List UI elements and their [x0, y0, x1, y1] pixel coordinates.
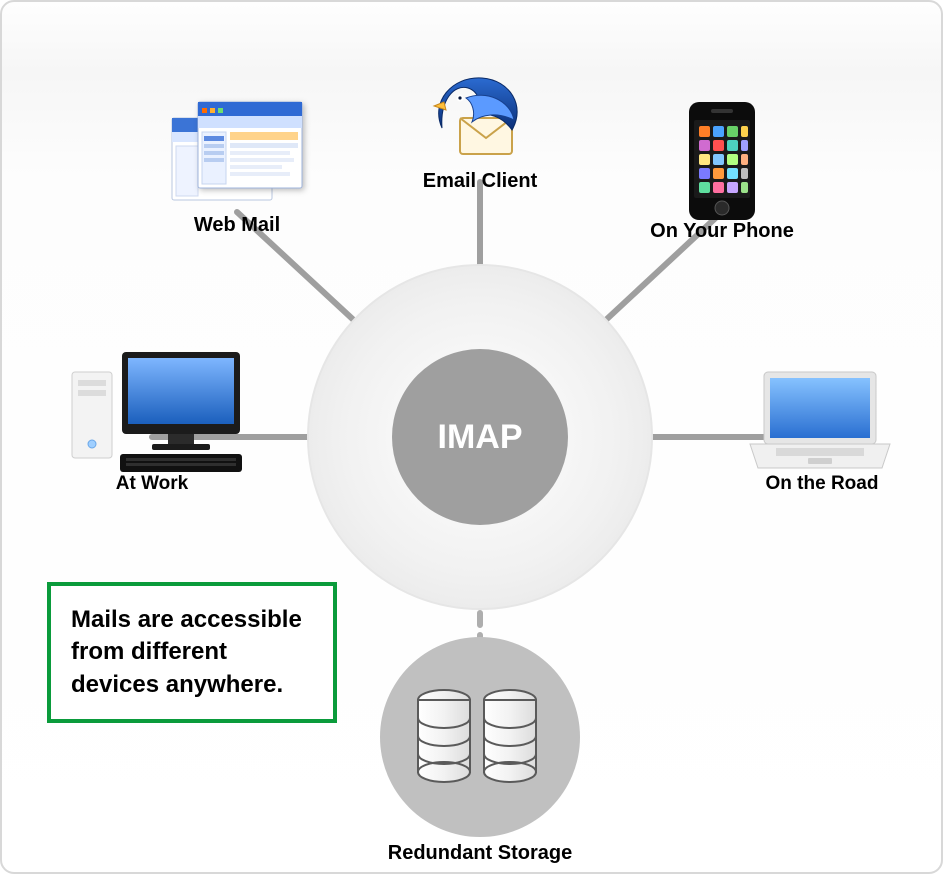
label-phone: On Your Phone	[650, 220, 794, 243]
thunderbird-icon	[434, 78, 517, 154]
callout-box: Mails are accessible from different devi…	[47, 582, 337, 723]
desktop-pc-icon	[72, 352, 242, 472]
label-storage: Redundant Storage	[388, 842, 572, 865]
diagram-svg: IMAP	[2, 2, 943, 874]
diagram-frame: IMAP	[0, 0, 943, 874]
storage-circle	[380, 637, 580, 837]
label-atwork: At Work	[116, 473, 188, 495]
label-ontheroad: On the Road	[766, 473, 879, 495]
webmail-icon	[172, 102, 302, 200]
smartphone-icon	[689, 102, 755, 220]
label-webmail: Web Mail	[194, 214, 280, 237]
imap-hub-label: IMAP	[438, 418, 523, 456]
callout-text: Mails are accessible from different devi…	[71, 606, 302, 698]
label-emailclient: Email Client	[423, 170, 537, 193]
laptop-icon	[750, 372, 890, 468]
